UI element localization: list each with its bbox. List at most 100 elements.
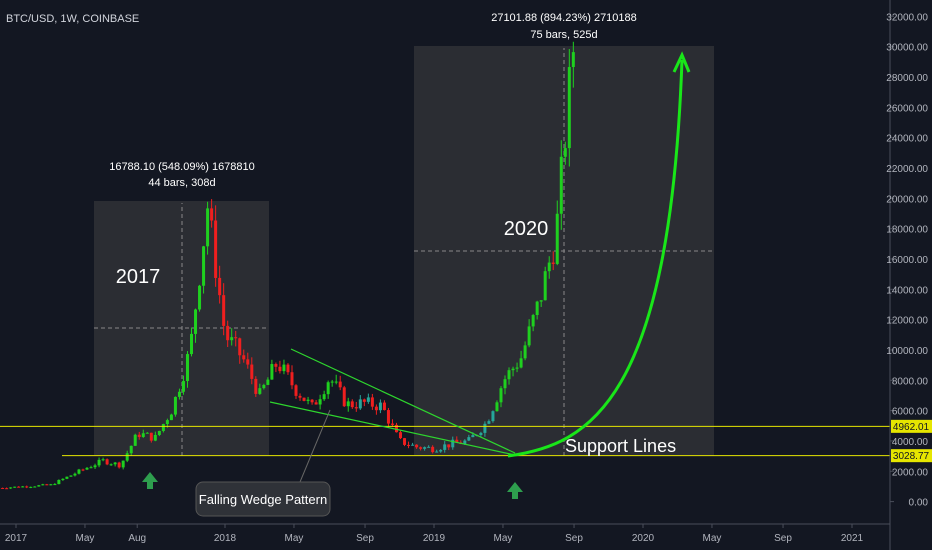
candle-body — [210, 208, 214, 221]
candle-body — [282, 364, 286, 372]
candle-body — [487, 421, 491, 424]
candle-body — [403, 438, 407, 445]
candle-body — [246, 359, 250, 365]
candle-body — [85, 467, 89, 470]
candle-body — [177, 391, 181, 397]
price-tag-lower: 3028.77 — [891, 449, 932, 463]
candle-body — [399, 432, 403, 439]
x-axis-ticks: 2017 May Aug 2018 May Sep 2019 May Sep 2020 May Sep… — [5, 524, 864, 544]
candle-body — [439, 449, 443, 452]
measure-2020-line2: 75 bars, 525d — [530, 29, 597, 41]
candle-body — [125, 453, 129, 461]
candle-body — [571, 52, 575, 68]
candle-body — [411, 444, 415, 446]
candle-body — [555, 213, 559, 264]
candle-body — [161, 424, 165, 431]
up-marker-icon-2017 — [142, 472, 158, 489]
candle-body — [5, 488, 9, 490]
candle-body — [73, 473, 77, 476]
x-tick-label: 2018 — [214, 533, 237, 544]
candle-body — [45, 484, 49, 486]
candle-body — [306, 399, 310, 401]
x-tick-label: May — [494, 533, 513, 544]
candle-body — [567, 67, 571, 149]
x-tick-label: Sep — [774, 533, 792, 544]
up-marker-icon-2019 — [507, 482, 523, 499]
candle-body — [21, 486, 25, 488]
candle-body — [41, 484, 45, 486]
candle-body — [362, 399, 366, 402]
candle-body — [141, 433, 145, 437]
candle-body — [230, 337, 234, 341]
candle-body — [551, 262, 555, 264]
y-tick-label: 28000.00 — [886, 73, 928, 84]
candle-body — [342, 387, 346, 407]
x-tick-label: May — [76, 533, 95, 544]
measure-2017-label: 2017 — [116, 266, 161, 288]
price-tag-lower-text: 3028.77 — [893, 451, 930, 462]
candle-body — [503, 379, 507, 389]
candle-body — [338, 381, 342, 388]
candle-body — [218, 277, 222, 296]
candle-body — [515, 367, 519, 369]
candle-body — [354, 407, 358, 409]
candle-body — [563, 148, 567, 157]
candle-body — [346, 401, 350, 407]
falling-wedge — [269, 348, 516, 456]
candle-body — [310, 399, 314, 403]
candle-body — [495, 402, 499, 412]
y-tick-label: 18000.00 — [886, 225, 928, 236]
y-tick-label: 6000.00 — [892, 407, 929, 418]
x-tick-label: May — [285, 533, 304, 544]
candle-body — [290, 372, 294, 386]
candle-body — [394, 424, 398, 433]
candle-body — [33, 486, 37, 488]
candle-body — [499, 388, 503, 403]
candle-body — [467, 437, 471, 441]
candle-body — [17, 486, 21, 488]
candle-body — [294, 385, 298, 396]
price-tag-lower-bg — [891, 449, 932, 463]
candle-body — [173, 396, 177, 415]
candle-body — [1, 487, 5, 489]
candle-body — [57, 479, 61, 485]
candle-body — [105, 459, 109, 465]
symbol-title: BTC/USD, 1W, COINBASE — [6, 13, 139, 25]
candle-body — [93, 465, 97, 468]
candle-body — [113, 462, 117, 465]
wedge-upper-line — [290, 348, 516, 454]
candle-body — [531, 315, 535, 327]
growth-curve — [507, 59, 684, 458]
candle-body — [543, 271, 547, 301]
candle-body — [443, 444, 447, 450]
growth-curve-arrowhead — [672, 51, 691, 73]
y-tick-label: 26000.00 — [886, 103, 928, 114]
y-tick-label: 12000.00 — [886, 316, 928, 327]
candle-body — [322, 394, 326, 400]
measure-2020-label: 2020 — [504, 218, 549, 240]
candle-body — [266, 379, 270, 385]
candle-body — [153, 434, 157, 441]
candle-body — [169, 414, 173, 421]
price-tag-upper-bg — [891, 419, 932, 433]
candle-body — [238, 338, 242, 356]
candle-body — [423, 447, 427, 449]
support-lines-annotation: Support Lines — [565, 436, 676, 456]
candle-body — [511, 368, 515, 371]
candle-body — [471, 435, 475, 438]
candle-body — [133, 434, 137, 446]
price-tag-upper-text: 4962.01 — [893, 422, 930, 433]
candle-body — [202, 246, 206, 286]
candle-body — [214, 220, 218, 278]
candle-body — [157, 430, 161, 435]
candle-body — [491, 411, 495, 422]
candle-body — [25, 486, 29, 488]
candle-body — [53, 484, 57, 486]
candle-body — [65, 476, 69, 479]
candle-body — [451, 439, 455, 448]
candle-body — [350, 401, 354, 408]
candle-body — [483, 423, 487, 433]
x-tick-label: Sep — [356, 533, 374, 544]
x-tick-label: Sep — [565, 533, 583, 544]
